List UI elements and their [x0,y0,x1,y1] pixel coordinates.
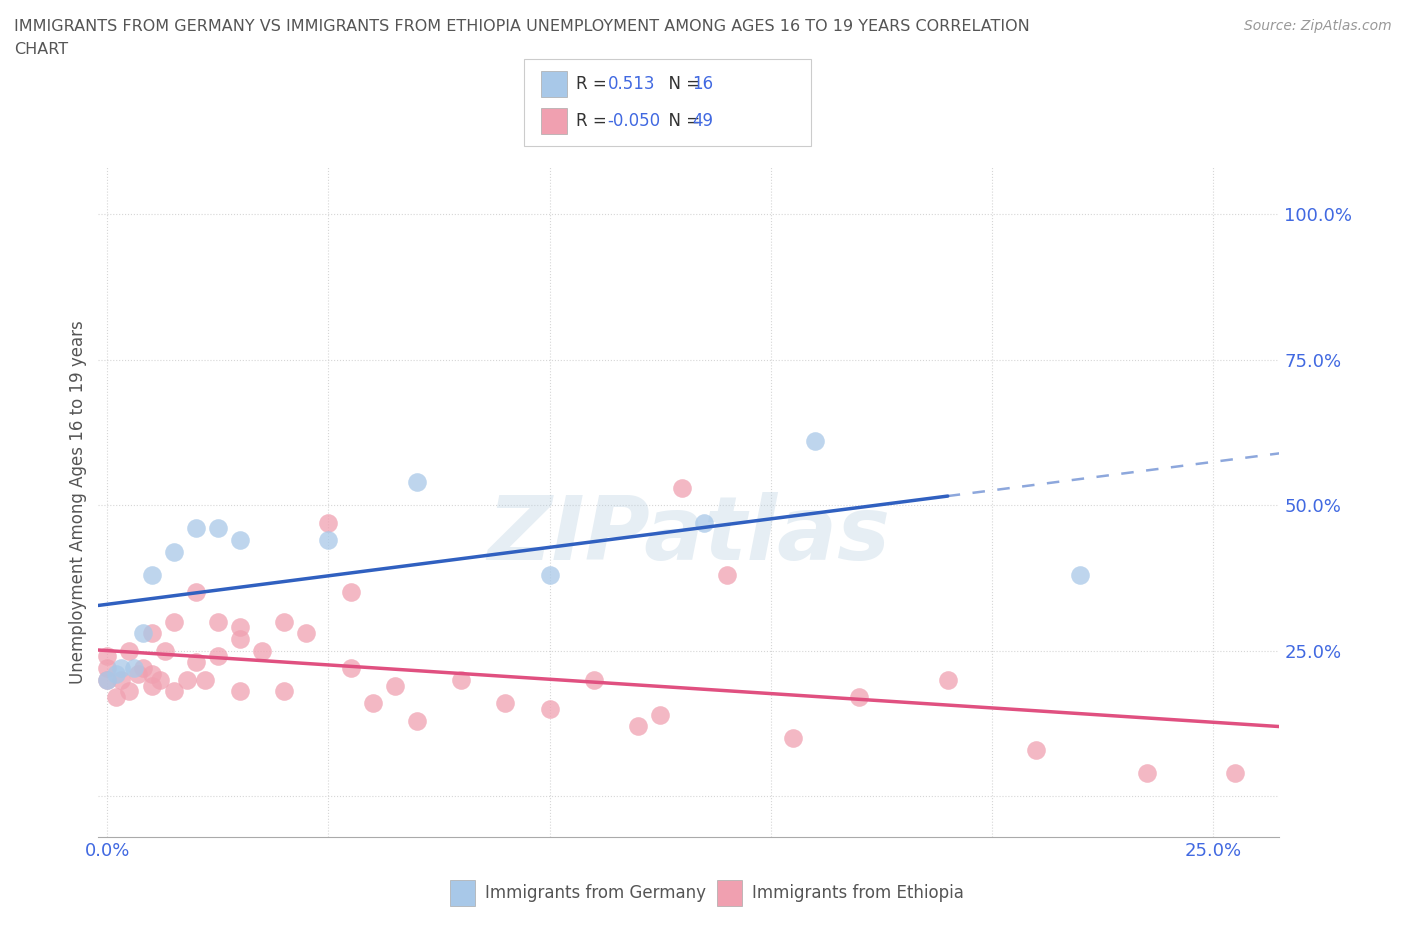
Point [361,696,384,711]
Point [450,672,472,687]
Point [627,719,650,734]
Point [118,644,141,658]
Point [229,631,252,646]
Point [406,713,429,728]
Text: ZIPatlas: ZIPatlas [488,492,890,579]
Point [96,649,118,664]
Point [131,626,153,641]
Point [582,672,605,687]
Point [1025,742,1047,757]
Point [207,614,229,629]
Y-axis label: Unemployment Among Ages 16 to 19 years: Unemployment Among Ages 16 to 19 years [69,320,87,684]
Point [105,690,128,705]
Point [127,667,149,682]
Point [131,660,153,675]
Point [1069,567,1091,582]
Text: 16: 16 [692,75,713,93]
Text: -0.050: -0.050 [607,112,661,129]
Point [110,672,132,687]
Point [804,433,827,448]
Text: R =: R = [576,75,613,93]
Point [162,684,184,698]
Text: R =: R = [576,112,613,129]
Point [229,620,252,635]
Point [162,544,184,559]
Point [96,672,118,687]
Point [318,515,340,530]
Text: N =: N = [658,75,706,93]
Point [250,644,273,658]
Point [1136,765,1159,780]
Point [295,626,318,641]
Point [693,515,716,530]
Point [141,667,163,682]
Point [176,672,198,687]
Point [538,701,561,716]
Point [184,655,207,670]
Point [650,708,672,723]
Point [194,672,217,687]
Point [153,644,176,658]
Text: 0.513: 0.513 [607,75,655,93]
Text: N =: N = [658,112,706,129]
Point [122,660,145,675]
Point [273,684,295,698]
Point [339,585,361,600]
Point [96,660,118,675]
Point [384,678,406,693]
Point [494,696,516,711]
Point [207,649,229,664]
Point [671,480,693,495]
Point [936,672,959,687]
Point [716,567,738,582]
Text: CHART: CHART [14,42,67,57]
Point [229,684,252,698]
Point [848,690,870,705]
Point [339,660,361,675]
Point [538,567,561,582]
Point [110,660,132,675]
Text: Source: ZipAtlas.com: Source: ZipAtlas.com [1244,19,1392,33]
Point [184,521,207,536]
Point [96,672,118,687]
Point [149,672,172,687]
Point [162,614,184,629]
Point [1225,765,1247,780]
Point [105,667,128,682]
Point [141,567,163,582]
Point [318,533,340,548]
Point [207,521,229,536]
Point [141,626,163,641]
Point [406,474,429,489]
Text: 49: 49 [692,112,713,129]
Point [229,533,252,548]
Point [141,678,163,693]
Point [273,614,295,629]
Point [118,684,141,698]
Point [184,585,207,600]
Point [782,731,804,746]
Text: IMMIGRANTS FROM GERMANY VS IMMIGRANTS FROM ETHIOPIA UNEMPLOYMENT AMONG AGES 16 T: IMMIGRANTS FROM GERMANY VS IMMIGRANTS FR… [14,19,1029,33]
Text: Immigrants from Germany: Immigrants from Germany [485,884,706,902]
Text: Immigrants from Ethiopia: Immigrants from Ethiopia [752,884,965,902]
